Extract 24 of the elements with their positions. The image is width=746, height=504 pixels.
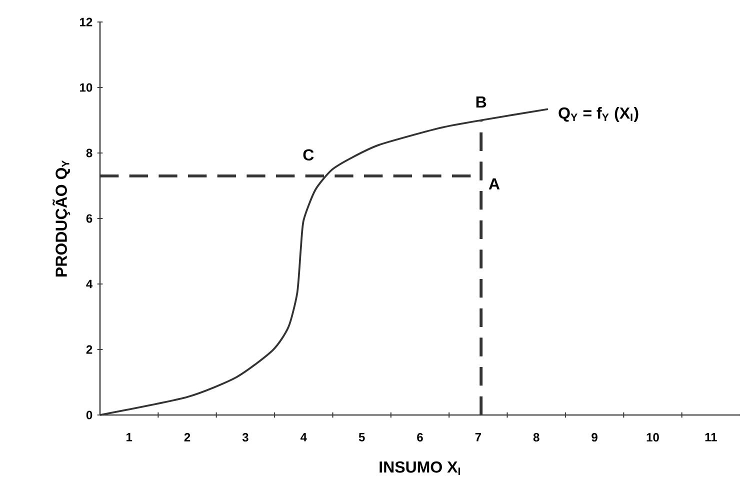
x-tick-label: 3 [242,433,248,442]
annotation: A [488,178,500,190]
y-tick-label: 2 [86,345,92,354]
y-axis-title: PRODUÇÃO Q$_{Y}$ [52,160,70,276]
annotation: B [476,96,486,108]
y-tick-label: 4 [86,280,93,288]
y-tick-label: 8 [86,148,92,158]
annotation: C [303,149,314,161]
x-tick-label: 2 [184,433,190,442]
x-tick-label: 5 [358,433,365,442]
x-tick-label: 6 [417,433,423,442]
y-tick-label: 6 [86,214,92,223]
x-tick-label: 10 [646,433,659,442]
x-tick-label: 4 [300,433,307,442]
x-tick-label: 9 [592,433,598,442]
y-tick-label: 10 [80,83,92,92]
x-tick-label: 8 [533,433,540,442]
y-tick-label: 0 [86,410,92,420]
x-axis-title: INSUMO X$_{I}$ [380,461,460,475]
y-tick-label: 12 [80,18,92,26]
x-tick-label: 1 [126,433,132,442]
x-tick-label: 11 [705,433,717,442]
x-tick-label: 7 [475,433,481,442]
annotation: Q$_{Y}$ = f$_{Y}$ (X$_{I}$) [558,107,638,122]
